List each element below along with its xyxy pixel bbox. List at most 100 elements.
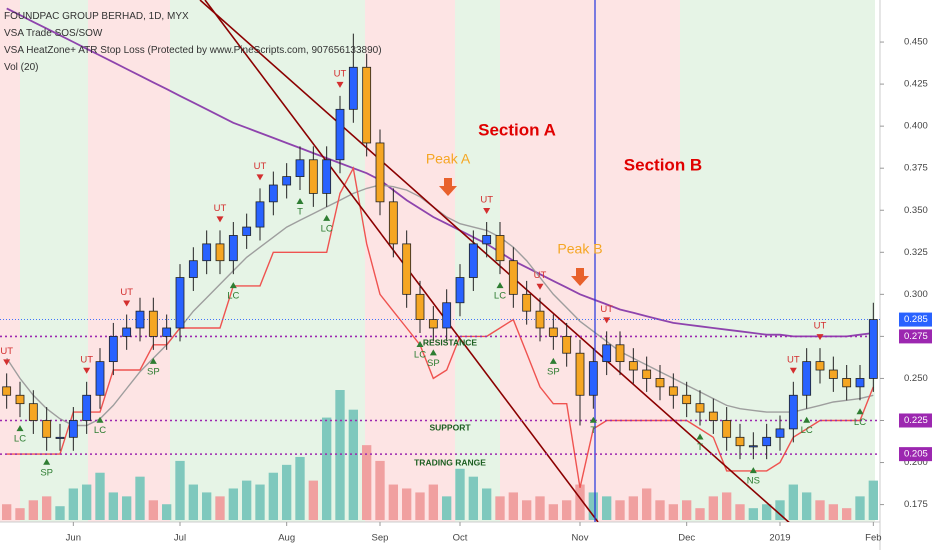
volume-bar [508, 492, 518, 520]
candle-body [42, 420, 52, 438]
volume-bar [388, 484, 398, 520]
zone [500, 0, 680, 522]
volume-bar [282, 464, 292, 520]
signal-label: UT [814, 321, 827, 332]
candle-body [55, 436, 65, 439]
zone [20, 0, 88, 522]
volume-bar [82, 484, 92, 520]
x-tick-label: Dec [678, 533, 695, 544]
x-tick-label: Aug [278, 533, 295, 544]
zone [800, 0, 875, 522]
volume-bar [188, 484, 198, 520]
level-badge [899, 312, 932, 327]
volume-bar [855, 496, 865, 520]
candle-body [15, 394, 25, 405]
volume-bar [842, 508, 852, 520]
candle-body [455, 277, 465, 304]
volume-bar [108, 492, 118, 520]
signal-marker [429, 349, 437, 356]
signal-label: LC [227, 291, 239, 302]
volume-bar [868, 480, 878, 520]
volume-bar [242, 480, 252, 520]
signal-marker [603, 317, 611, 324]
volume-bar [682, 500, 692, 520]
level-badge [899, 413, 932, 428]
annotation: Section B [624, 155, 702, 174]
volume-bar [468, 476, 478, 520]
level-label: 0.205 [904, 449, 928, 460]
candle-body [802, 361, 812, 396]
signal-label: T [697, 442, 703, 453]
volume-bar [495, 496, 505, 520]
signal-marker [3, 359, 11, 366]
signal-marker [589, 416, 597, 423]
candle-body [388, 201, 398, 245]
volume-bar [375, 460, 385, 520]
volume-bar [762, 504, 772, 520]
x-axis: Jun Jul Aug Sep Oct Nov Dec 2019 Feb [66, 522, 882, 544]
signal-label: UT [480, 195, 493, 206]
candle-body [415, 293, 425, 320]
volume-bar [162, 504, 172, 520]
volume-bar [95, 472, 105, 520]
annotation: SUPPORT [429, 422, 471, 432]
candle-body [295, 159, 305, 178]
volume-bar [548, 504, 558, 520]
volume-bar [708, 496, 718, 520]
annotation: Peak B [557, 241, 602, 257]
signal-marker [229, 282, 237, 289]
volume-bar [415, 492, 425, 520]
signal-marker [323, 214, 331, 221]
x-tick-label: Nov [572, 533, 589, 544]
x-tick-label: Feb [865, 533, 881, 544]
candle-body [202, 243, 212, 262]
volume-bar [562, 500, 572, 520]
level-label: 0.275 [904, 331, 928, 342]
x-tick-label: Sep [372, 533, 389, 544]
signal-marker [536, 283, 544, 290]
level-label: 0.285 [904, 314, 928, 325]
candle-body [255, 201, 265, 228]
candle-body [148, 310, 158, 337]
signal-marker [789, 367, 797, 374]
volume-bar [335, 390, 345, 520]
peak-arrows [439, 178, 589, 286]
volume-bar [362, 445, 372, 520]
arrow [571, 268, 589, 286]
signal-label: SP [427, 358, 440, 369]
volume-bar [628, 496, 638, 520]
zone [88, 0, 170, 522]
candle-body [335, 108, 345, 161]
volume-bar [828, 504, 838, 520]
level-label: 0.225 [904, 415, 928, 426]
signal-label: T [590, 425, 596, 436]
candle-body [228, 235, 238, 262]
y-tick-label: 0.250 [904, 373, 928, 384]
candle-body [708, 411, 718, 421]
volume-bar [722, 492, 732, 520]
candle-body [508, 260, 518, 295]
signal-label: LC [854, 417, 866, 428]
volume-bar [522, 500, 532, 520]
levels: 0.285 0.275 0.225 0.205 [0, 312, 932, 462]
volume-bar [482, 488, 492, 520]
signal-marker [256, 174, 264, 181]
volume-bar [255, 484, 265, 520]
candle-body [442, 302, 452, 329]
candle-body [695, 403, 705, 413]
volume-bar [295, 456, 305, 520]
volume-bar [575, 484, 585, 520]
candle-body [788, 394, 798, 430]
signal-label: UT [334, 68, 347, 79]
volume-bar [668, 504, 678, 520]
signal-marker [803, 416, 811, 423]
signal-label: LC [494, 291, 506, 302]
volume-bar [788, 484, 798, 520]
y-tick-label: 0.325 [904, 247, 928, 258]
signal-marker [816, 334, 824, 341]
candle-body [748, 445, 758, 448]
indicator-label: VSA HeatZone+ ATR Stop Loss (Protected b… [4, 45, 382, 56]
candle-body [735, 436, 745, 447]
candle-body [82, 394, 92, 421]
signal-label: LC [321, 223, 333, 234]
